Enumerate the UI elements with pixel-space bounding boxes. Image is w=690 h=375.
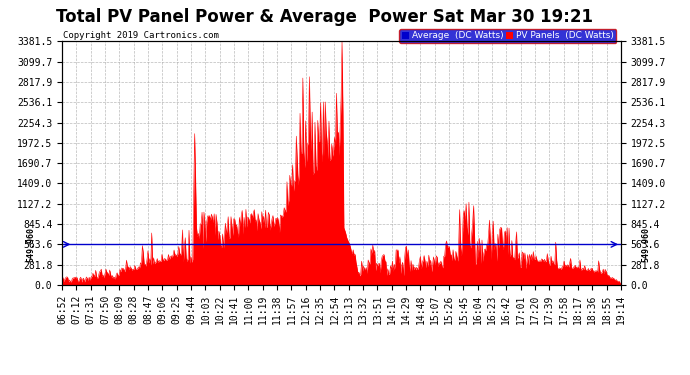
Text: 549.960: 549.960 (27, 227, 36, 262)
Text: Copyright 2019 Cartronics.com: Copyright 2019 Cartronics.com (63, 31, 219, 40)
Text: 549.960: 549.960 (642, 227, 651, 262)
Text: Total PV Panel Power & Average  Power Sat Mar 30 19:21: Total PV Panel Power & Average Power Sat… (56, 8, 593, 26)
Legend: Average  (DC Watts), PV Panels  (DC Watts): Average (DC Watts), PV Panels (DC Watts) (399, 29, 616, 43)
